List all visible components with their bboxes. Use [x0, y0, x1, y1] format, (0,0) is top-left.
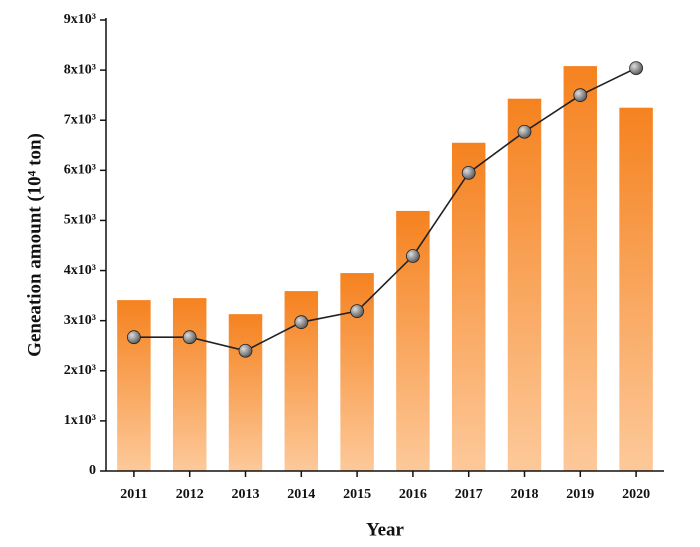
x-tick-label: 2011 — [120, 487, 147, 502]
line-marker — [126, 330, 141, 345]
line-marker — [350, 304, 365, 319]
x-tick-label: 2017 — [455, 487, 483, 502]
x-tick-label: 2012 — [176, 487, 204, 502]
line-marker — [294, 315, 309, 330]
bar — [228, 314, 263, 471]
y-axis-title: Geneation amount (10⁴ ton) — [24, 133, 45, 357]
y-tick-label: 6x10³ — [64, 163, 96, 178]
bar — [507, 98, 542, 472]
bar — [172, 298, 207, 471]
x-tick-label: 2019 — [566, 487, 594, 502]
line-marker — [517, 124, 532, 139]
x-tick-label: 2018 — [511, 487, 539, 502]
line-marker — [238, 343, 253, 358]
line-marker — [182, 330, 197, 345]
x-tick-label: 2020 — [622, 487, 650, 502]
x-tick-label: 2014 — [287, 487, 315, 502]
y-tick-label: 5x10³ — [64, 213, 96, 228]
bar — [451, 142, 486, 471]
x-axis-title: Year — [366, 519, 405, 540]
y-tick-label: 8x10³ — [64, 62, 96, 77]
bar — [340, 273, 374, 471]
line — [133, 67, 637, 352]
y-tick-label: 1x10³ — [64, 413, 96, 428]
bar — [563, 66, 598, 471]
y-tick-label: 0 — [89, 463, 96, 478]
bar — [619, 107, 653, 471]
line-marker — [461, 165, 476, 180]
line-marker — [405, 249, 420, 263]
line-marker — [573, 88, 588, 103]
bar — [117, 300, 151, 471]
x-tick-label: 2015 — [343, 487, 371, 502]
y-tick-label: 4x10³ — [64, 263, 96, 278]
line-marker — [629, 61, 643, 76]
y-tick-label: 2x10³ — [64, 363, 96, 378]
x-tick-label: 2016 — [399, 487, 427, 502]
y-tick-label: 9x10³ — [64, 12, 96, 27]
y-tick-label: 7x10³ — [64, 112, 96, 127]
y-tick-label: 3x10³ — [64, 313, 96, 328]
x-tick-label: 2013 — [232, 487, 260, 502]
